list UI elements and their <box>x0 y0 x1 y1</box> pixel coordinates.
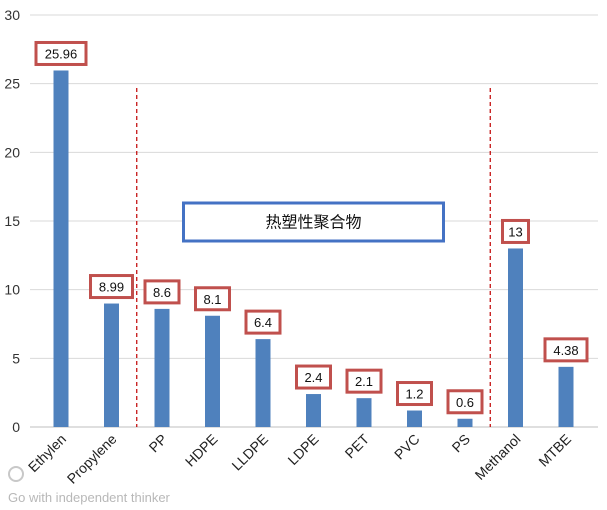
group-separators <box>136 88 491 427</box>
data-label: 2.1 <box>355 374 373 389</box>
y-tick-label: 5 <box>12 350 20 366</box>
category-label: LLDPE <box>228 431 271 474</box>
data-label-box <box>143 279 181 305</box>
data-label: 6.4 <box>254 315 272 330</box>
y-tick-label: 10 <box>4 282 20 298</box>
category-label: LDPE <box>284 431 321 468</box>
category-label: PP <box>146 431 171 456</box>
y-tick-label: 15 <box>4 213 20 229</box>
watermark-text: Go with independent thinker <box>8 490 171 505</box>
bar <box>558 366 574 427</box>
y-tick-label: 30 <box>4 7 20 23</box>
bar <box>53 70 69 427</box>
bar <box>255 339 271 427</box>
data-label-box <box>543 337 589 363</box>
y-tick-label: 20 <box>4 144 20 160</box>
data-label: 0.6 <box>456 395 474 410</box>
category-label: PET <box>342 430 373 461</box>
annotation-text: 热塑性聚合物 <box>265 213 361 232</box>
bar <box>356 398 372 427</box>
data-label-box <box>89 274 134 300</box>
data-label-box <box>34 40 88 66</box>
data-label: 13 <box>508 224 522 239</box>
y-tick-label: 25 <box>4 76 20 92</box>
category-label: Methanol <box>472 431 524 483</box>
data-label-box <box>446 389 484 415</box>
category-label: Ethylen <box>25 431 69 475</box>
watermark-logo <box>8 466 24 482</box>
bar <box>205 315 220 427</box>
y-tick-label: 0 <box>12 419 20 435</box>
category-label: PVC <box>391 431 423 463</box>
data-label-box <box>295 364 332 390</box>
category-label: MTBE <box>535 431 574 470</box>
category-label: HDPE <box>182 431 221 470</box>
data-label: 8.6 <box>153 285 171 300</box>
category-label: Propylene <box>64 431 120 487</box>
data-label: 1.2 <box>405 387 423 402</box>
data-labels: 25.96 8.99 8.6 8.1 6.4 2.4 2.1 1.2 0.6 13 4.38 <box>34 40 589 415</box>
data-label: 8.99 <box>99 280 124 295</box>
bar <box>508 248 523 427</box>
bar <box>154 308 170 427</box>
bar <box>457 418 473 427</box>
data-label: 4.38 <box>553 343 578 358</box>
bar <box>407 410 422 427</box>
data-label-box <box>501 218 530 244</box>
category-label: PS <box>449 431 474 456</box>
data-label: 25.96 <box>45 46 78 61</box>
bar <box>104 303 119 427</box>
data-label-box <box>244 309 282 335</box>
bar <box>306 394 321 427</box>
data-label-box <box>194 286 231 312</box>
y-axis-tick-labels: 0 5 10 15 20 25 30 <box>4 7 20 435</box>
annotation-group: 热塑性聚合物 <box>182 201 445 243</box>
data-label: 2.4 <box>304 370 322 385</box>
data-label-box <box>396 381 433 407</box>
data-label-box <box>345 368 383 394</box>
annotation-box <box>182 201 445 243</box>
watermark: Go with independent thinker <box>8 466 171 505</box>
data-label: 8.1 <box>203 292 221 307</box>
bars <box>53 70 574 427</box>
